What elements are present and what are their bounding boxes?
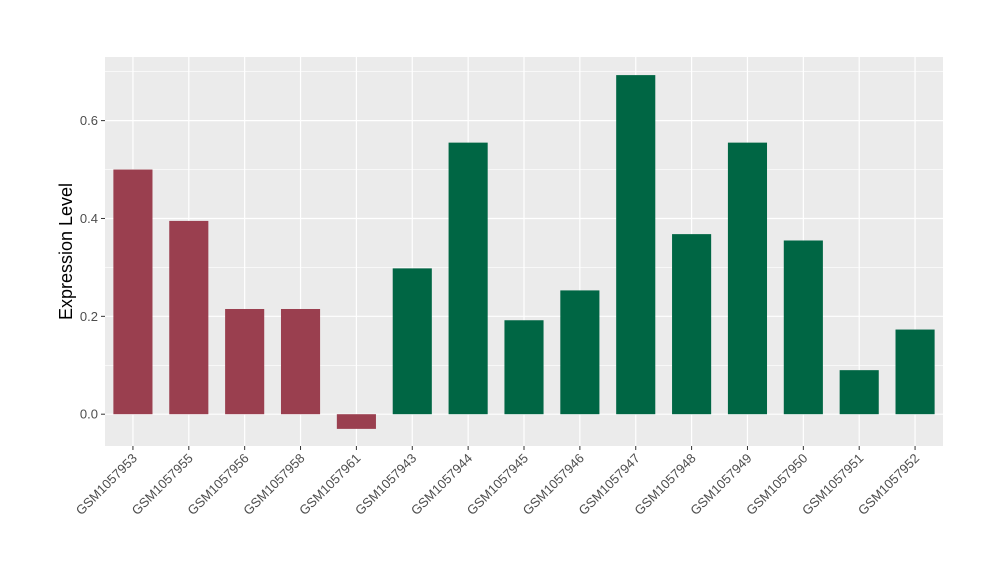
bar-GSM1057956 bbox=[225, 308, 265, 415]
y-axis: 0.0 0.2 0.4 0.6 bbox=[80, 113, 105, 422]
bar-GSM1057944 bbox=[448, 142, 488, 415]
bar-GSM1057953 bbox=[113, 169, 153, 415]
bar-GSM1057945 bbox=[504, 320, 544, 415]
y-tick-label: 0.0 bbox=[80, 407, 98, 422]
x-axis: GSM1057953GSM1057955GSM1057956GSM1057958… bbox=[73, 446, 922, 518]
bar-GSM1057950 bbox=[783, 240, 823, 415]
y-tick-label: 0.6 bbox=[80, 113, 98, 128]
y-tick-label: 0.4 bbox=[80, 211, 98, 226]
bars bbox=[113, 75, 935, 429]
bar-GSM1057948 bbox=[672, 234, 712, 415]
y-axis-label: Expression Level bbox=[56, 183, 76, 320]
bar-GSM1057955 bbox=[169, 220, 209, 415]
bar-GSM1057943 bbox=[392, 268, 432, 415]
y-tick-label: 0.2 bbox=[80, 309, 98, 324]
bar-GSM1057947 bbox=[616, 75, 656, 415]
bar-GSM1057949 bbox=[727, 142, 768, 415]
bar-GSM1057946 bbox=[560, 290, 600, 415]
bar-GSM1057951 bbox=[839, 370, 879, 415]
bar-GSM1057958 bbox=[280, 308, 321, 415]
bar-GSM1057952 bbox=[895, 329, 935, 415]
bar-GSM1057961 bbox=[336, 414, 376, 429]
